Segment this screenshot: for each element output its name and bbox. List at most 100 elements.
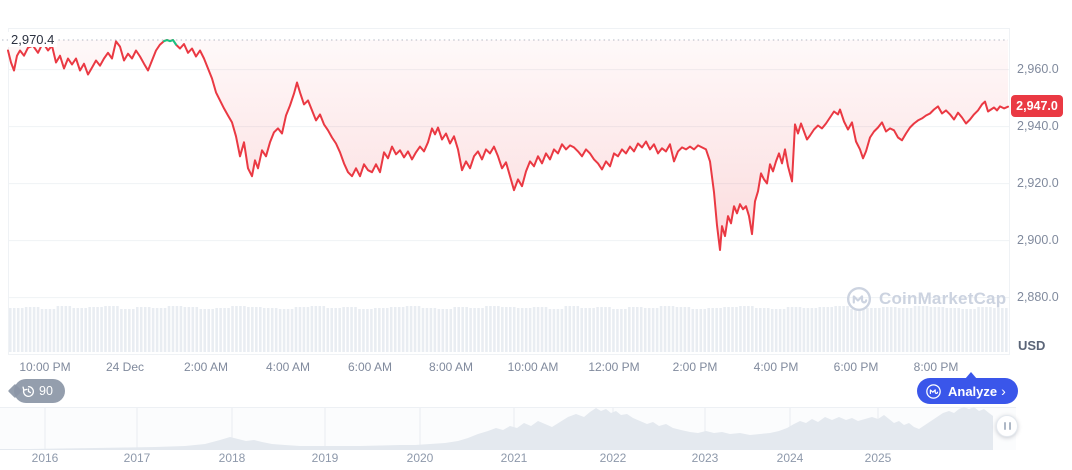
analyze-button[interactable]: Analyze › xyxy=(917,372,1018,404)
volume-bar xyxy=(203,309,207,352)
volume-bar xyxy=(846,306,849,352)
volume-bar xyxy=(88,307,91,352)
volume-bar xyxy=(675,307,679,352)
volume-bar xyxy=(108,306,111,352)
volume-bar xyxy=(112,306,115,352)
x-axis-tick-label: 8:00 AM xyxy=(428,360,474,374)
volume-bar xyxy=(655,308,659,352)
x-axis-tick-label: 24 Dec xyxy=(105,360,145,374)
x-axis-tick-label: 2:00 AM xyxy=(183,360,229,374)
volume-bar xyxy=(370,309,373,352)
volume-bar xyxy=(584,308,587,352)
volume-bar xyxy=(794,307,798,352)
volume-bar xyxy=(465,307,468,352)
volume-bar xyxy=(925,306,929,352)
volume-bar xyxy=(354,307,357,352)
volume-bar xyxy=(211,309,214,352)
volume-bar xyxy=(389,307,393,352)
volume-bar xyxy=(973,309,976,352)
volume-bar xyxy=(175,306,179,352)
volume-bar xyxy=(96,307,99,352)
volume-bar xyxy=(612,309,615,352)
x-axis-tick-label: 2:00 PM xyxy=(672,360,718,374)
volume-bar xyxy=(80,308,83,352)
volume-bar xyxy=(274,308,278,352)
volume-bar xyxy=(405,306,409,352)
volume-bar xyxy=(687,307,691,352)
volume-bar xyxy=(580,308,583,352)
volume-bar xyxy=(524,308,528,352)
volume-bar xyxy=(528,308,532,352)
volume-bar xyxy=(382,308,385,352)
volume-bar xyxy=(532,307,536,352)
volume-bar xyxy=(608,307,611,352)
volume-bar xyxy=(691,309,695,352)
volume-bar xyxy=(834,306,837,352)
timeline-right-handle[interactable] xyxy=(996,415,1018,437)
volume-bar xyxy=(318,306,322,352)
volume-bar xyxy=(159,308,163,352)
volume-bar xyxy=(20,308,24,352)
timeline-year-label: 2025 xyxy=(864,451,892,465)
timeline-year-label: 2019 xyxy=(311,451,339,465)
volume-bar xyxy=(147,307,151,352)
volume-bar xyxy=(806,308,810,352)
volume-bar xyxy=(135,307,139,352)
volume-bar xyxy=(739,306,742,352)
volume-bar xyxy=(290,309,294,352)
volume-bar xyxy=(84,308,87,352)
volume-bar xyxy=(786,307,790,352)
volume-bar xyxy=(298,307,302,352)
volume-bar xyxy=(223,308,226,352)
volume-bar xyxy=(266,308,270,352)
x-axis-tick-label: 6:00 PM xyxy=(833,360,879,374)
volume-bar xyxy=(536,307,540,352)
x-axis-tick-label: 10:00 AM xyxy=(507,360,559,374)
volume-bar xyxy=(505,307,508,352)
volume-bar xyxy=(993,308,996,352)
volume-bar xyxy=(187,307,191,352)
volume-bar xyxy=(397,307,401,352)
volume-bar xyxy=(643,308,647,352)
currency-toggle-usd[interactable]: USD xyxy=(1018,338,1046,353)
volume-bar xyxy=(878,308,881,352)
volume-bar xyxy=(56,306,60,352)
timeline-year-label: 2018 xyxy=(218,451,246,465)
volume-bar xyxy=(870,308,873,352)
timeline-sparkline-area[interactable] xyxy=(0,407,993,450)
volume-bar xyxy=(628,307,631,352)
volume-bar xyxy=(24,307,28,352)
y-axis-tick-label: 2,960.0 xyxy=(1017,61,1059,76)
volume-bar xyxy=(437,309,441,352)
volume-bar xyxy=(945,308,949,352)
volume-bar xyxy=(294,307,298,352)
volume-bar xyxy=(564,306,568,352)
volume-bar xyxy=(306,307,310,352)
timeline-year-label: 2022 xyxy=(599,451,627,465)
volume-bar xyxy=(441,309,445,352)
volume-bar xyxy=(941,307,945,352)
history-90-badge[interactable]: 90 xyxy=(14,379,65,403)
volume-bar xyxy=(501,307,504,352)
volume-bar xyxy=(251,307,254,352)
volume-bar xyxy=(949,308,953,352)
volume-bar xyxy=(68,306,72,352)
volume-bar xyxy=(897,308,901,352)
volume-bar xyxy=(36,307,40,352)
volume-bar xyxy=(778,309,782,352)
volume-bar xyxy=(128,309,131,352)
volume-bar xyxy=(155,308,159,352)
volume-bar xyxy=(639,307,643,352)
volume-bar xyxy=(28,307,32,352)
volume-bar xyxy=(544,307,548,352)
volume-bar xyxy=(969,309,972,352)
volume-bar xyxy=(985,307,988,352)
volume-bar xyxy=(624,309,627,352)
volume-bar xyxy=(52,309,56,352)
volume-bar xyxy=(489,306,492,352)
volume-bar xyxy=(40,309,44,352)
volume-bar xyxy=(171,306,175,352)
volume-bar xyxy=(715,308,718,352)
analyze-label: Analyze xyxy=(948,383,998,399)
